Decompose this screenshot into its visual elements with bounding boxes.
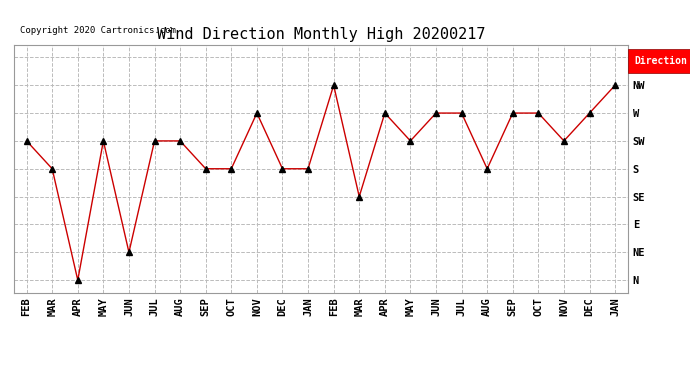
Title: Wind Direction Monthly High 20200217: Wind Direction Monthly High 20200217 xyxy=(157,27,485,42)
Text: Direction: Direction xyxy=(634,56,687,66)
Text: Copyright 2020 Cartronics.com: Copyright 2020 Cartronics.com xyxy=(20,26,176,35)
